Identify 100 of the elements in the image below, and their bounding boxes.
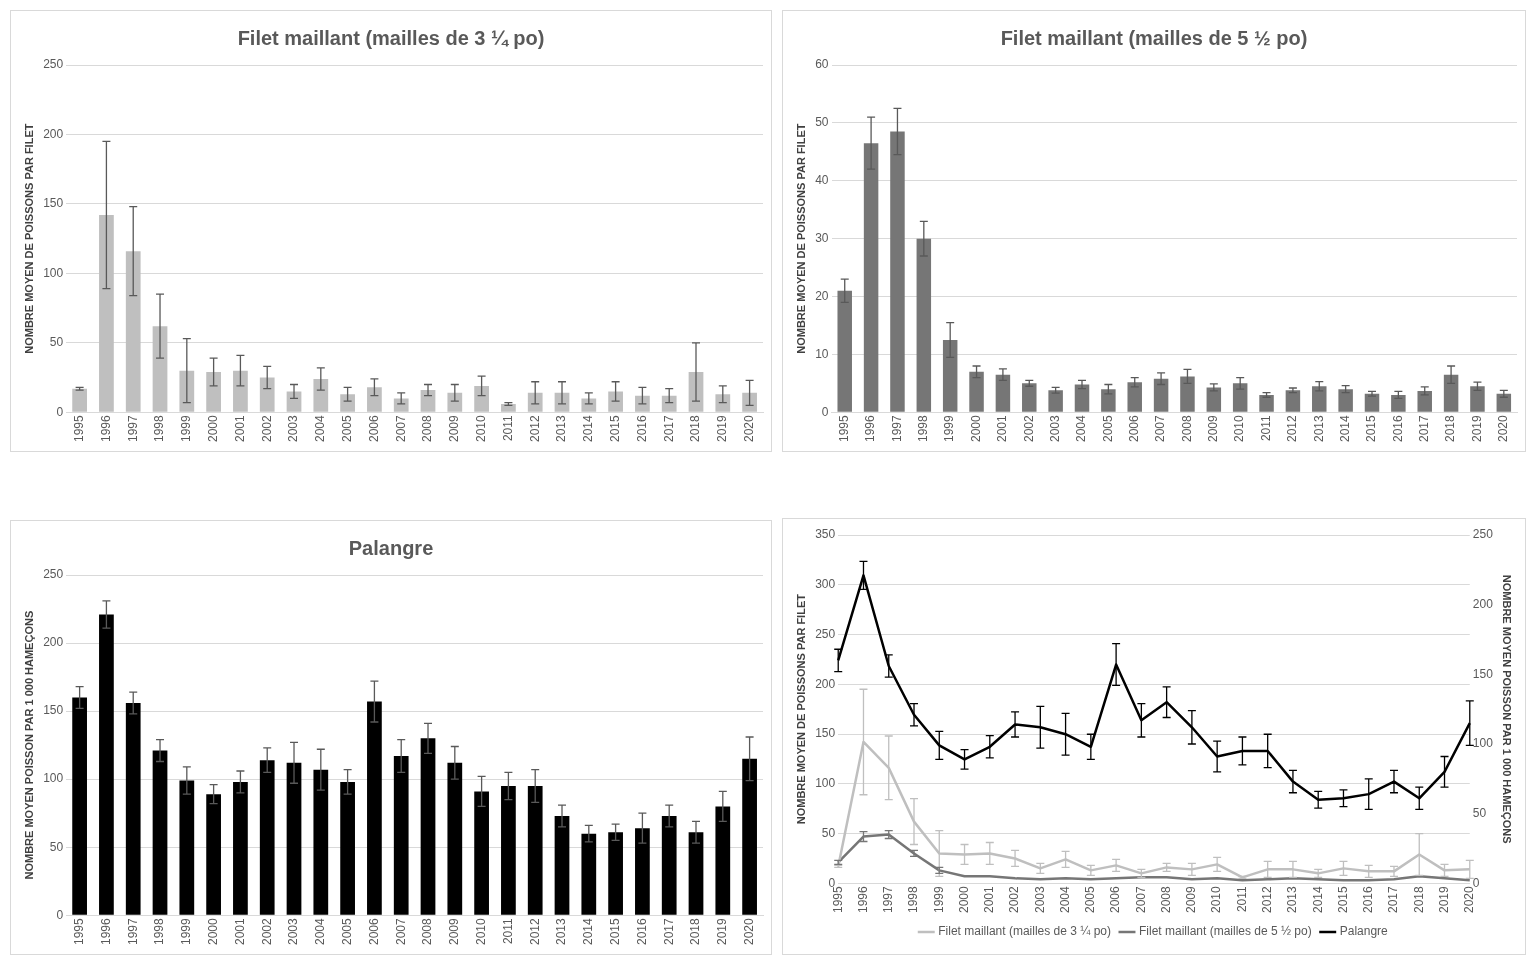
y2-tick-label: 200: [1472, 596, 1494, 611]
y-tick-label: 0: [56, 404, 64, 419]
y-tick-label: 50: [821, 825, 836, 840]
y-tick-label: 100: [815, 776, 836, 791]
x-tick-label: 1996: [98, 917, 113, 946]
x-tick-label: 1999: [931, 885, 946, 914]
x-tick-label: 2016: [634, 414, 649, 443]
x-tick-label: 2019: [715, 917, 730, 946]
x-tick-label: 2016: [1390, 414, 1405, 443]
x-tick-label: 1996: [98, 414, 113, 443]
x-tick-label: 2000: [968, 414, 983, 443]
x-tick-label: 2018: [1411, 885, 1426, 914]
x-tick-label: 2004: [313, 414, 328, 443]
y-tick-label: 200: [815, 676, 836, 691]
x-tick-label: 2012: [1259, 885, 1274, 914]
x-tick-label: 2011: [1234, 885, 1249, 913]
y-tick-label: 150: [43, 196, 64, 211]
y-tick-label: 30: [815, 230, 829, 245]
x-tick-label: 2012: [527, 917, 542, 946]
y2-axis-title: NOMBRE MOYEN POISSON PAR 1 000 HAMEÇONS: [1501, 574, 1514, 844]
x-tick-label: 2016: [1361, 885, 1376, 914]
y-tick-label: 60: [815, 57, 829, 72]
x-tick-label: 2003: [1047, 414, 1062, 443]
legend-label: Filet maillant (mailles de 5 ½ po): [1138, 924, 1312, 939]
y-tick-label: 300: [815, 577, 836, 592]
x-tick-label: 1997: [881, 885, 896, 914]
y-tick-label: 50: [49, 839, 64, 854]
x-tick-label: 2002: [1007, 885, 1022, 914]
y-tick-label: 0: [56, 907, 64, 922]
y-tick-label: 0: [821, 404, 829, 419]
y-tick-label: 150: [815, 726, 836, 741]
y-tick-label: 200: [43, 126, 64, 141]
x-tick-label: 2010: [473, 917, 488, 946]
y-tick-label: 100: [43, 771, 64, 786]
x-tick-label: 2005: [1100, 414, 1115, 443]
chart-title: Palangre: [348, 536, 434, 559]
x-tick-label: 1998: [916, 414, 931, 443]
x-tick-label: 2009: [1184, 885, 1199, 914]
x-tick-label: 2008: [420, 414, 435, 443]
x-tick-label: 2007: [393, 917, 408, 946]
x-tick-label: 2006: [1127, 414, 1142, 443]
x-tick-label: 2004: [313, 917, 328, 946]
x-tick-label: 2009: [1206, 414, 1221, 443]
x-tick-label: 2001: [232, 414, 247, 443]
x-tick-label: 2006: [366, 917, 381, 946]
y2-tick-label: 250: [1472, 527, 1494, 542]
y-axis-title: NOMBRE MOYEN POISSON PAR 1 000 HAMEÇONS: [22, 610, 35, 880]
x-tick-label: 1999: [179, 414, 194, 443]
y-axis-title: NOMBRE MOYEN DE POISSONS PAR FILET: [794, 593, 807, 825]
x-tick-label: 2005: [1083, 885, 1098, 914]
x-tick-label: 2013: [1311, 414, 1326, 443]
x-tick-label: 2014: [581, 414, 596, 443]
x-tick-label: 2018: [688, 917, 703, 946]
y2-tick-label: 50: [1472, 805, 1487, 820]
x-tick-label: 2012: [527, 414, 542, 443]
x-tick-label: 2020: [1496, 414, 1511, 443]
x-tick-label: 1999: [179, 917, 194, 946]
x-tick-label: 2003: [1032, 885, 1047, 914]
x-tick-label: 2001: [232, 917, 247, 946]
x-tick-label: 2000: [205, 917, 220, 946]
x-tick-label: 2007: [1153, 414, 1168, 443]
x-tick-label: 2008: [420, 917, 435, 946]
x-tick-label: 2004: [1057, 885, 1072, 914]
x-tick-label: 2015: [607, 414, 622, 443]
x-tick-label: 2000: [205, 414, 220, 443]
y-tick-label: 40: [815, 173, 829, 188]
y-tick-label: 150: [43, 703, 64, 718]
x-tick-label: 2007: [1133, 885, 1148, 914]
x-tick-label: 2009: [447, 917, 462, 946]
x-tick-label: 2003: [286, 414, 301, 443]
x-tick-label: 1995: [837, 414, 852, 443]
y-tick-label: 20: [815, 288, 829, 303]
y-axis-title: NOMBRE MOYEN DE POISSONS PAR FILET: [22, 123, 35, 354]
y-axis-title: NOMBRE MOYEN DE POISSONS PAR FILET: [794, 123, 807, 354]
x-tick-label: 2002: [1021, 414, 1036, 443]
x-tick-label: 2020: [741, 414, 756, 443]
x-tick-label: 1997: [125, 917, 140, 946]
legend-label: Palangre: [1339, 924, 1389, 939]
chart-title: Filet maillant (mailles de 5 ½ po): [1000, 26, 1308, 49]
x-tick-label: 2005: [339, 414, 354, 443]
x-tick-label: 1995: [71, 414, 86, 443]
x-tick-label: 2014: [1337, 414, 1352, 443]
x-tick-label: 1998: [152, 917, 167, 946]
x-tick-label: 2010: [473, 414, 488, 443]
x-tick-label: 1997: [125, 414, 140, 443]
x-tick-label: 2007: [393, 414, 408, 443]
x-tick-label: 2001: [982, 885, 997, 914]
y-tick-label: 50: [49, 335, 64, 350]
legend-label: Filet maillant (mailles de 3 ¼ po): [938, 924, 1111, 939]
x-tick-label: 1998: [906, 885, 921, 914]
x-tick-label: 2012: [1285, 414, 1300, 443]
chart-title: Filet maillant (mailles de 3 ¼ po): [237, 26, 545, 49]
x-tick-label: 2005: [339, 917, 354, 946]
x-tick-label: 1998: [152, 414, 167, 443]
y-tick-label: 250: [43, 567, 64, 582]
x-tick-label: 2006: [366, 414, 381, 443]
x-tick-label: 2020: [741, 917, 756, 946]
x-tick-label: 2014: [581, 917, 596, 946]
x-tick-label: 2010: [1209, 885, 1224, 914]
x-tick-label: 1997: [889, 414, 904, 443]
